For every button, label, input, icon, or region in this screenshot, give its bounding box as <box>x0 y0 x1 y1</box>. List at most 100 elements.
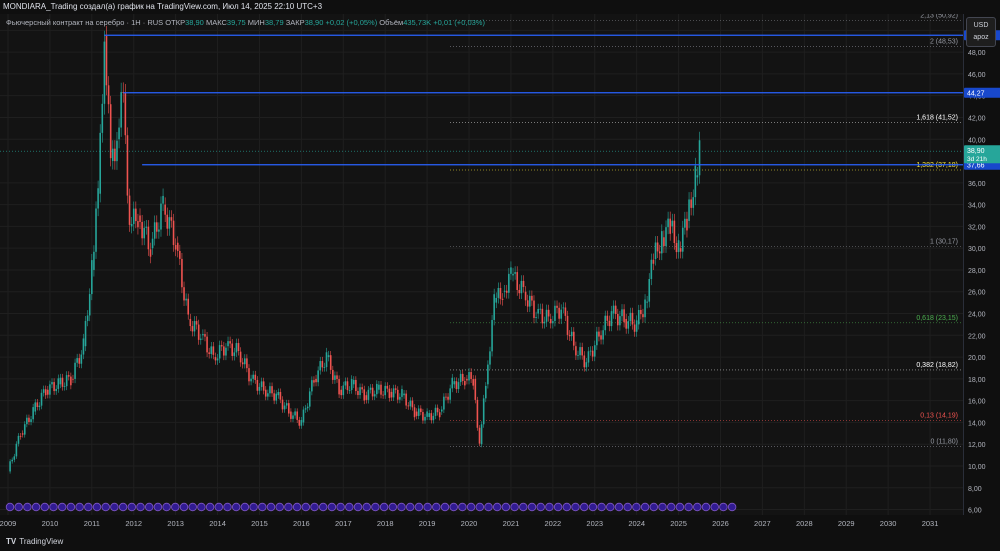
event-marker-icon <box>118 502 128 512</box>
candle-body <box>151 238 154 249</box>
time-axis-svg[interactable]: 2009 2010 2011 2012 2013 2014 2015 2016 2017 2018… <box>0 515 963 532</box>
candle-body <box>44 389 47 396</box>
currency-label: USD <box>973 22 989 29</box>
candle-body <box>480 424 483 445</box>
candle-body <box>681 227 684 252</box>
candle-body <box>405 393 407 406</box>
candle-body <box>51 382 53 385</box>
candle-body <box>21 433 24 435</box>
candle-body <box>88 294 91 316</box>
candle-body <box>598 331 600 337</box>
candle-body <box>262 381 265 391</box>
event-marker-icon <box>292 502 302 512</box>
event-marker-icon <box>710 502 719 512</box>
time-axis[interactable]: 2009 2010 2011 2012 2013 2014 2015 2016 2017 2018… <box>0 515 963 532</box>
candle-body <box>281 399 284 410</box>
price-axis-svg[interactable]: 50,0048,0046,0044,0042,0040,0036,0034,00… <box>964 14 1000 515</box>
candle-body <box>447 396 449 400</box>
event-marker-icon <box>153 502 163 512</box>
price-chart[interactable]: 2,13 (50,92) 2 (48,53) 1,618 (41,52) 1,382 … <box>0 14 963 515</box>
candle-body <box>225 347 227 356</box>
candle-body <box>541 308 544 324</box>
candle-body <box>166 214 169 229</box>
time-tick-label: 2030 <box>880 519 897 528</box>
candle-body <box>195 321 198 325</box>
candle-body <box>380 384 382 395</box>
event-marker-icon <box>649 502 658 512</box>
candle-body <box>143 227 146 239</box>
candle-body <box>17 435 20 444</box>
candle-body <box>298 419 301 426</box>
candle-body <box>537 308 539 314</box>
candle-body <box>560 309 563 319</box>
candle-body <box>218 345 221 359</box>
candle-body <box>568 334 571 337</box>
countdown-label: 3d 21h <box>967 156 987 163</box>
candle-body <box>526 300 529 307</box>
candle-body <box>357 391 359 396</box>
candle-body <box>153 222 156 239</box>
candle-body <box>612 305 615 314</box>
candle-body <box>231 343 234 356</box>
fib-level-label: 0,618 (23,15) <box>916 315 958 322</box>
event-marker-icon <box>493 502 502 512</box>
tradingview-logo-icon[interactable]: TV <box>6 537 17 546</box>
candle-body <box>124 92 127 136</box>
event-marker-icon <box>597 502 606 512</box>
candle-body <box>514 272 516 274</box>
event-marker-icon <box>171 502 180 512</box>
time-tick-label: 2013 <box>167 519 184 528</box>
candle-body <box>583 355 586 368</box>
candle-body <box>306 406 309 409</box>
events-marker-row[interactable] <box>5 502 737 512</box>
price-tick-label: 30,00 <box>968 246 986 253</box>
candle-body <box>271 386 273 394</box>
candle-body <box>531 295 533 301</box>
price-tick-label: 36,00 <box>968 181 986 188</box>
time-tick-label: 2014 <box>209 519 226 528</box>
event-marker-icon <box>484 502 493 512</box>
event-marker-icon <box>684 502 693 512</box>
brand-name[interactable]: TradingView <box>19 537 64 546</box>
candle-body <box>254 374 257 380</box>
candle-body <box>422 412 424 421</box>
candle-body <box>505 290 508 293</box>
candle-body <box>55 388 57 392</box>
candle-body <box>642 314 644 318</box>
event-marker-icon <box>179 502 189 512</box>
candle-body <box>388 388 391 398</box>
candle-body <box>549 318 552 324</box>
candle-body <box>516 272 519 290</box>
candle-body <box>65 375 68 387</box>
event-marker-icon <box>719 502 728 512</box>
candle-body <box>206 336 208 353</box>
candle-body <box>547 309 550 317</box>
event-marker-icon <box>423 502 432 512</box>
symbol-name: Фьючерсный контракт на серебро · 1H · RU… <box>6 18 164 27</box>
candle-body <box>522 280 525 287</box>
candle-body <box>493 294 495 320</box>
candle-body <box>665 227 667 247</box>
current-price-tag <box>964 145 1000 164</box>
candle-body <box>158 229 160 232</box>
candle-body <box>93 251 95 270</box>
candle-body <box>139 215 141 222</box>
currency-selector[interactable]: USD apoz <box>966 17 996 47</box>
candle-body <box>545 309 548 322</box>
price-tick-label: 32,00 <box>968 224 986 231</box>
event-marker-icon <box>727 502 737 512</box>
candle-body <box>275 393 278 401</box>
price-tick-label: 22,00 <box>968 333 986 340</box>
time-tick-label: 2012 <box>125 519 142 528</box>
event-marker-icon <box>275 502 284 512</box>
event-marker-icon <box>66 502 76 512</box>
candle-body <box>468 372 470 381</box>
candle-body <box>669 218 671 234</box>
candle-body <box>390 391 393 398</box>
chart-area[interactable]: 2,13 (50,92) 2 (48,53) 1,618 (41,52) 1,382 … <box>0 14 963 515</box>
candle-body <box>591 350 594 357</box>
candle-body <box>453 381 456 385</box>
candle-body <box>36 402 39 408</box>
event-marker-icon <box>197 502 206 512</box>
price-axis[interactable]: 50,0048,0046,0044,0042,0040,0036,0034,00… <box>963 14 1000 515</box>
